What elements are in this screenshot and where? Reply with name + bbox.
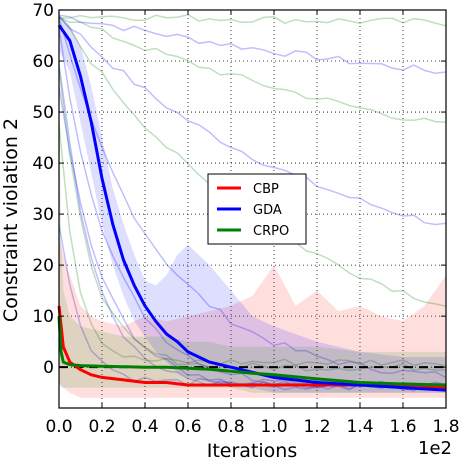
legend-label-cbp: CBP [253,182,279,197]
axes-frame [58,9,447,409]
y-tick-label: 70 [32,1,54,21]
individual-run-line [58,224,447,387]
individual-runs [58,13,447,392]
y-tick-label: 50 [32,103,54,123]
individual-run-line [58,15,447,226]
series-lines [57,24,447,392]
x-tick-label: 1.8 [432,417,459,437]
x-tick-label: 0.0 [45,417,72,437]
band-cbp [59,234,446,398]
y-tick-label: 20 [32,256,54,276]
confidence-bands [59,15,446,398]
series-line-gda [57,24,447,392]
x-tick-label: 1.4 [346,417,373,437]
individual-run-line [58,16,447,124]
individual-run-line [58,13,447,27]
x-tick-label: 1.2 [303,417,330,437]
y-axis-ticks: 0 10 20 30 40 50 60 70 [32,1,446,378]
y-tick-label: 0 [43,358,54,378]
legend-label-crpo: CRPO [253,224,289,239]
x-axis-label: Iterations [207,440,298,462]
plot-frame [58,9,447,409]
x-tick-label: 0.6 [174,417,201,437]
x-tick-label: 0.8 [217,417,244,437]
individual-run-line [58,87,447,391]
individual-run-line [58,14,447,74]
legend-label-gda: GDA [253,203,282,218]
y-tick-label: 10 [32,307,54,327]
band-gda [59,15,446,393]
y-axis-label: Constraint violation 2 [0,118,22,322]
x-axis-multiplier: 1e2 [418,438,452,459]
legend: CBP GDA CRPO [207,173,307,245]
x-tick-label: 0.4 [131,417,158,437]
x-tick-label: 1.0 [260,417,287,437]
x-axis-ticks: 0.0 0.2 0.4 0.6 0.8 1.0 1.2 1.4 1.6 1.8 [45,10,460,437]
band-crpo [59,61,446,393]
individual-run-line [58,17,447,379]
series-line-crpo [57,316,447,387]
y-tick-label: 40 [32,154,54,174]
y-tick-label: 30 [32,205,54,225]
x-tick-label: 1.6 [389,417,416,437]
y-tick-label: 60 [32,52,54,72]
x-tick-label: 0.2 [88,417,115,437]
individual-run-line [58,124,447,367]
